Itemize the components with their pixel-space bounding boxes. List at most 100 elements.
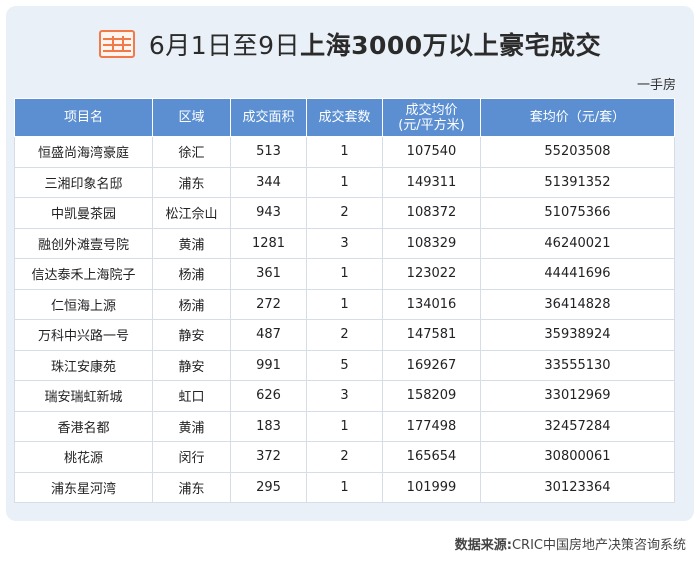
table-cell: 35938924 — [480, 319, 675, 351]
table-cell: 黄浦 — [152, 227, 231, 259]
table-cell: 55203508 — [480, 136, 675, 168]
table-cell: 中凯曼茶园 — [14, 197, 153, 229]
table-cell: 1 — [306, 288, 383, 320]
table-cell: 2 — [306, 441, 383, 473]
source-label: 数据来源: — [454, 538, 512, 553]
column-header: 项目名 — [14, 98, 153, 137]
table-cell: 183 — [230, 410, 307, 442]
table-row: 瑞安瑞虹新城 虹口 626 3 158209 33012969 — [14, 380, 675, 412]
column-header: 成交套数 — [306, 98, 383, 137]
table-cell: 1 — [306, 166, 383, 198]
table-cell: 恒盛尚海湾豪庭 — [14, 136, 153, 168]
table-row: 浦东星河湾 浦东 295 1 101999 30123364 — [14, 471, 675, 503]
table-cell: 487 — [230, 319, 307, 351]
table-cell: 3 — [306, 227, 383, 259]
table-cell: 101999 — [382, 471, 481, 503]
table-cell: 32457284 — [480, 410, 675, 442]
table-cell: 51075366 — [480, 197, 675, 229]
title-main: 上海3000万以上豪宅成交 — [300, 31, 602, 60]
subtitle: 一手房 — [636, 78, 676, 93]
table-cell: 2 — [306, 319, 383, 351]
table-row: 珠江安康苑 静安 991 5 169267 33555130 — [14, 349, 675, 381]
table-body: 恒盛尚海湾豪庭 徐汇 513 1 107540 55203508 三湘印象名邸 浦东 344 1 1… — [14, 136, 675, 503]
table-cell: 徐汇 — [152, 136, 231, 168]
table-cell: 三湘印象名邸 — [14, 166, 153, 198]
table-cell: 33012969 — [480, 380, 675, 412]
table-cell: 静安 — [152, 319, 231, 351]
table-cell: 169267 — [382, 349, 481, 381]
transactions-table: 项目名 区域 成交面积 成交套数 成交均价 (元/平方米) 套均价（元/套） 恒盛尚海湾豪庭… — [14, 98, 675, 503]
table-cell: 513 — [230, 136, 307, 168]
table-cell: 1 — [306, 136, 383, 168]
table-cell: 108329 — [382, 227, 481, 259]
table-cell: 1281 — [230, 227, 307, 259]
table-cell: 瑞安瑞虹新城 — [14, 380, 153, 412]
table-cell: 272 — [230, 288, 307, 320]
table-cell: 杨浦 — [152, 258, 231, 290]
table-row: 中凯曼茶园 松江佘山 943 2 108372 51075366 — [14, 197, 675, 229]
source-text: CRIC中国房地产决策咨询系统 — [511, 538, 686, 553]
table-cell: 融创外滩壹号院 — [14, 227, 153, 259]
table-cell: 香港名都 — [14, 410, 153, 442]
table-row: 三湘印象名邸 浦东 344 1 149311 51391352 — [14, 166, 675, 198]
table-row: 融创外滩壹号院 黄浦 1281 3 108329 46240021 — [14, 227, 675, 259]
table-cell: 1 — [306, 258, 383, 290]
table-cell: 浦东 — [152, 166, 231, 198]
table-cell: 1 — [306, 410, 383, 442]
table-cell: 361 — [230, 258, 307, 290]
table-row: 恒盛尚海湾豪庭 徐汇 513 1 107540 55203508 — [14, 136, 675, 168]
table-cell: 仁恒海上源 — [14, 288, 153, 320]
table-cell: 51391352 — [480, 166, 675, 198]
table-header-row: 项目名 区域 成交面积 成交套数 成交均价 (元/平方米) 套均价（元/套） — [14, 98, 675, 137]
table-cell: 344 — [230, 166, 307, 198]
table-cell: 30123364 — [480, 471, 675, 503]
table-cell: 黄浦 — [152, 410, 231, 442]
table-cell: 149311 — [382, 166, 481, 198]
table-icon — [98, 30, 135, 58]
table-cell: 943 — [230, 197, 307, 229]
column-header: 区域 — [152, 98, 231, 137]
table-cell: 158209 — [382, 380, 481, 412]
table-cell: 浦东星河湾 — [14, 471, 153, 503]
table-cell: 浦东 — [152, 471, 231, 503]
table-row: 香港名都 黄浦 183 1 177498 32457284 — [14, 410, 675, 442]
page-title: 6月1日至9日上海3000万以上豪宅成交 — [149, 26, 601, 62]
table-cell: 36414828 — [480, 288, 675, 320]
table-cell: 闵行 — [152, 441, 231, 473]
table-cell: 108372 — [382, 197, 481, 229]
table-cell: 珠江安康苑 — [14, 349, 153, 381]
data-source: 数据来源:CRIC中国房地产决策咨询系统 — [455, 534, 686, 553]
table-cell: 2 — [306, 197, 383, 229]
table-cell: 静安 — [152, 349, 231, 381]
title-date-range: 6月1日至9日 — [148, 31, 301, 60]
table-cell: 177498 — [382, 410, 481, 442]
table-cell: 杨浦 — [152, 288, 231, 320]
table-cell: 134016 — [382, 288, 481, 320]
table-cell: 626 — [230, 380, 307, 412]
table-cell: 信达泰禾上海院子 — [14, 258, 153, 290]
table-cell: 30800061 — [480, 441, 675, 473]
table-cell: 165654 — [382, 441, 481, 473]
table-cell: 147581 — [382, 319, 481, 351]
table-cell: 107540 — [382, 136, 481, 168]
table-row: 桃花源 闵行 372 2 165654 30800061 — [14, 441, 675, 473]
table-cell: 松江佘山 — [152, 197, 231, 229]
table-row: 信达泰禾上海院子 杨浦 361 1 123022 44441696 — [14, 258, 675, 290]
table-cell: 桃花源 — [14, 441, 153, 473]
column-header: 成交面积 — [230, 98, 307, 137]
table-cell: 295 — [230, 471, 307, 503]
table-cell: 虹口 — [152, 380, 231, 412]
table-row: 万科中兴路一号 静安 487 2 147581 35938924 — [14, 319, 675, 351]
title-row: 6月1日至9日上海3000万以上豪宅成交 — [6, 24, 694, 64]
table-cell: 万科中兴路一号 — [14, 319, 153, 351]
table-row: 仁恒海上源 杨浦 272 1 134016 36414828 — [14, 288, 675, 320]
table-cell: 3 — [306, 380, 383, 412]
table-cell: 33555130 — [480, 349, 675, 381]
table-cell: 46240021 — [480, 227, 675, 259]
table-cell: 1 — [306, 471, 383, 503]
table-cell: 123022 — [382, 258, 481, 290]
table-cell: 5 — [306, 349, 383, 381]
column-header: 成交均价 (元/平方米) — [382, 98, 481, 137]
table-cell: 991 — [230, 349, 307, 381]
table-cell: 44441696 — [480, 258, 675, 290]
